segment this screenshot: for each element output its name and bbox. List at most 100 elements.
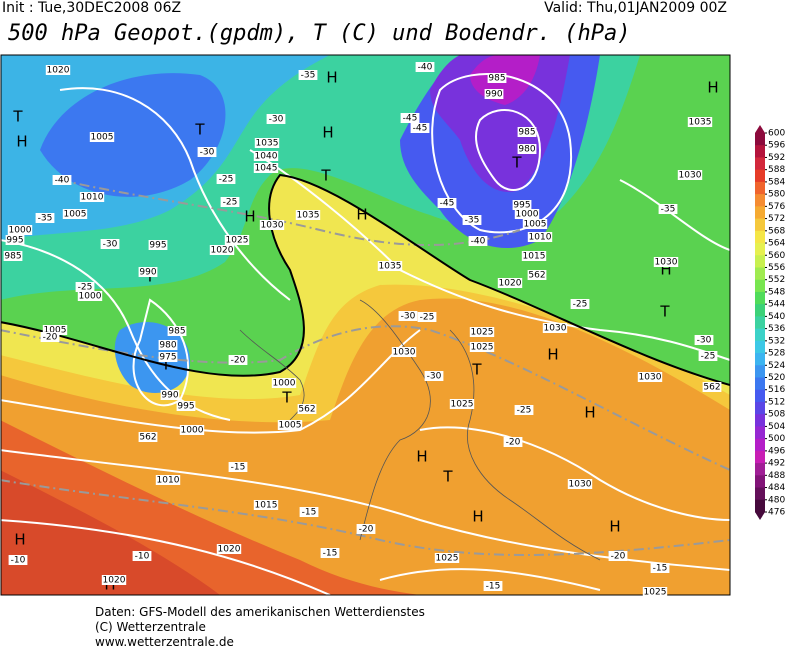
- colorbar-segment: [755, 145, 765, 158]
- label-box: [158, 340, 178, 350]
- contour-label: -10: [11, 556, 26, 566]
- low-pressure-marker: T: [659, 303, 670, 321]
- colorbar-tick-label: 516: [768, 385, 785, 395]
- high-pressure-marker: H: [244, 208, 255, 226]
- label-box: [484, 89, 504, 99]
- label-box: [469, 327, 495, 337]
- contour-label: -15: [231, 463, 246, 473]
- label-box: [89, 132, 115, 142]
- label-box: [52, 175, 72, 185]
- label-box: [398, 311, 418, 321]
- contour-label: 1035: [297, 211, 320, 221]
- label-box: [542, 323, 568, 333]
- colorbar-segment: [755, 316, 765, 330]
- contour-label: 1030: [655, 258, 678, 268]
- colorbar-segment: [755, 487, 765, 501]
- high-pressure-marker: H: [322, 124, 333, 142]
- contour-label: 995: [149, 241, 166, 251]
- colorbar-cap: [755, 125, 765, 133]
- colorbar-segment: [755, 194, 765, 207]
- label-box: [527, 270, 547, 280]
- contour-label: 1025: [436, 554, 459, 564]
- label-box: [521, 251, 547, 261]
- colorbar-tick-label: 580: [768, 190, 785, 200]
- contour-label: -40: [55, 176, 70, 186]
- colorbar-segment: [755, 463, 765, 476]
- label-box: [570, 299, 590, 309]
- colorbar-segment: [755, 218, 765, 232]
- contour-label: 975: [159, 353, 176, 363]
- contour-label: 1000: [516, 210, 539, 220]
- label-box: [298, 70, 318, 80]
- contour-label: -20: [43, 333, 58, 343]
- label-box: [295, 210, 321, 220]
- contour-label: 1025: [471, 343, 494, 353]
- contour-label: 985: [4, 252, 21, 262]
- high-pressure-marker: H: [584, 404, 595, 422]
- colorbar-segment: [755, 353, 765, 366]
- colorbar-tick-label: 540: [768, 312, 785, 322]
- contour-label: 1035: [256, 139, 279, 149]
- colorbar-segment: [755, 401, 765, 415]
- label-box: [567, 479, 593, 489]
- colorbar-segment: [755, 365, 765, 379]
- colorbar-cap: [755, 512, 765, 520]
- label-box: [160, 390, 180, 400]
- label-box: [637, 372, 663, 382]
- colorbar-segment: [755, 414, 765, 427]
- label-box: [101, 575, 127, 585]
- contour-label: 1020: [47, 66, 70, 76]
- contour-label: 1030: [639, 373, 662, 383]
- colorbar-tick-label: 556: [768, 263, 785, 273]
- contour-label: 1025: [471, 328, 494, 338]
- label-box: [642, 587, 668, 597]
- contour-label: 1025: [451, 400, 474, 410]
- colorbar-tick-label: 588: [768, 165, 785, 175]
- label-box: [228, 355, 248, 365]
- low-pressure-marker: T: [281, 389, 292, 407]
- high-pressure-marker: H: [707, 79, 718, 97]
- label-box: [138, 267, 158, 277]
- label-box: [487, 73, 507, 83]
- high-pressure-marker: H: [326, 69, 337, 87]
- contour-label: -15: [323, 549, 338, 559]
- contour-label: 1030: [261, 221, 284, 231]
- low-pressure-marker: T: [160, 356, 171, 374]
- colorbar-segment: [755, 438, 765, 452]
- colorbar-tick-label: 544: [768, 300, 785, 310]
- colorbar-segment: [755, 340, 765, 354]
- label-box: [437, 198, 457, 208]
- colorbar-tick-label: 584: [768, 177, 785, 187]
- contour-label: 1020: [103, 576, 126, 586]
- label-box: [3, 251, 23, 261]
- label-box: [259, 220, 285, 230]
- colorbar-segment: [755, 389, 765, 403]
- label-box: [514, 405, 534, 415]
- label-box: [658, 204, 678, 214]
- contour-label: 985: [518, 128, 535, 138]
- label-box: [653, 257, 679, 267]
- contour-label: 1045: [255, 164, 278, 174]
- field-purple: [430, 55, 570, 192]
- label-box: [677, 170, 703, 180]
- label-box: [216, 174, 236, 184]
- high-pressure-marker: H: [547, 346, 558, 364]
- label-box: [424, 371, 444, 381]
- map-frame: [0, 54, 731, 596]
- label-box: [79, 192, 105, 202]
- contour-label: -35: [661, 205, 676, 215]
- label-box: [356, 524, 376, 534]
- colorbar-tick-label: 568: [768, 226, 785, 236]
- label-box: [299, 507, 319, 517]
- label-box: [228, 462, 248, 472]
- contour-label: -30: [269, 115, 284, 125]
- low-pressure-marker: T: [12, 108, 23, 126]
- contour-label: 990: [161, 391, 178, 401]
- label-box: [297, 404, 317, 414]
- low-pressure-marker: T: [194, 121, 205, 139]
- colorbar-segment: [755, 230, 765, 244]
- colorbar-segment: [755, 377, 765, 391]
- contour-label: -20: [231, 356, 246, 366]
- label-box: [167, 326, 187, 336]
